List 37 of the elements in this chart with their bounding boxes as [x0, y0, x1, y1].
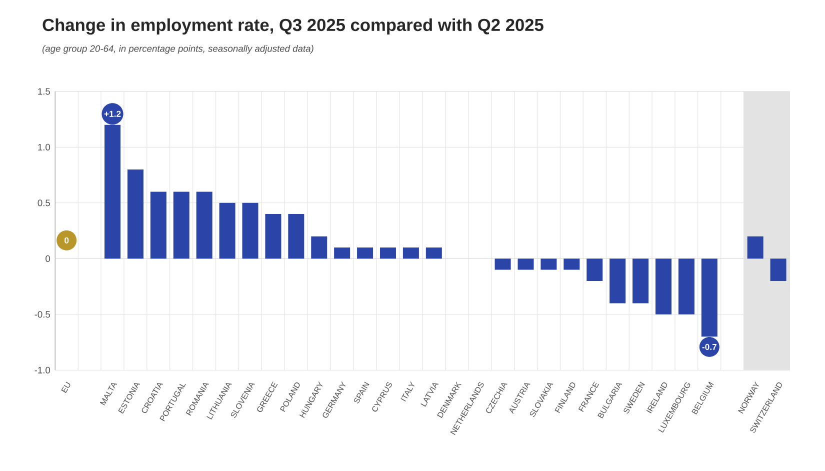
bar — [311, 236, 328, 259]
y-tick-label: 0 — [46, 255, 50, 262]
bar — [655, 258, 672, 314]
bar — [610, 258, 626, 304]
data-label: 0 — [64, 237, 69, 244]
bar — [196, 192, 212, 259]
bar — [518, 258, 534, 270]
bar — [586, 258, 603, 281]
bar — [770, 258, 786, 281]
y-tick-label: 0.5 — [38, 200, 50, 206]
chart-title: Change in employment rate, Q3 2025 compared with Q2 2025 — [42, 18, 544, 35]
bar — [380, 248, 396, 259]
bar — [173, 192, 190, 259]
y-tick-label: -0.5 — [34, 311, 50, 318]
bar — [494, 258, 511, 270]
bar — [540, 258, 557, 270]
y-tick-label: 1.5 — [38, 88, 50, 95]
bar — [747, 236, 764, 259]
bar — [242, 202, 258, 259]
bar — [219, 202, 236, 259]
bar — [678, 258, 694, 314]
chart-subtitle: (age group 20-64, in percentage points, seasonally adjusted data) — [42, 45, 314, 54]
bar — [564, 258, 580, 270]
data-label: +1.2 — [104, 110, 121, 117]
bar — [357, 248, 374, 259]
bar — [150, 192, 166, 259]
bar — [288, 214, 304, 259]
x-tick-label: EU — [61, 382, 70, 393]
bar — [334, 248, 350, 259]
bar — [632, 258, 649, 304]
y-tick-label: -1.0 — [34, 366, 50, 374]
bar — [127, 169, 144, 259]
data-label: -0.7 — [702, 344, 716, 350]
bar — [426, 248, 442, 259]
bar — [402, 248, 419, 259]
y-tick-label: 1.0 — [38, 144, 50, 150]
bar — [265, 214, 282, 259]
